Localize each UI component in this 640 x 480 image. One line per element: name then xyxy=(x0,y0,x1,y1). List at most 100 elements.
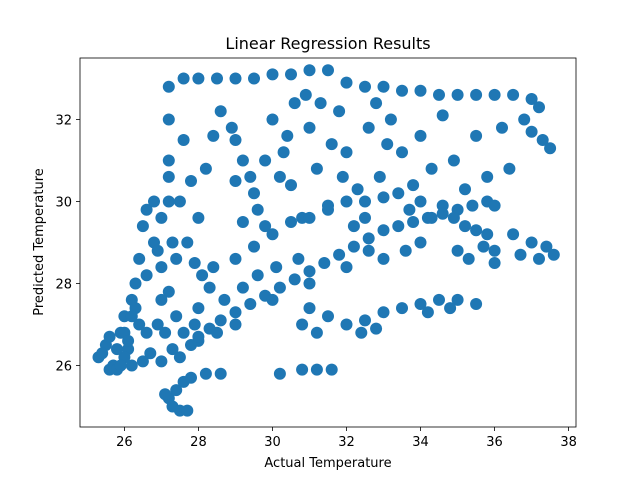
data-point xyxy=(525,236,538,249)
data-point xyxy=(351,183,364,196)
data-point xyxy=(377,252,390,265)
data-point xyxy=(248,240,260,253)
data-point xyxy=(259,220,272,233)
data-point xyxy=(303,265,316,278)
data-point xyxy=(340,318,353,331)
data-point xyxy=(170,252,183,265)
x-tick-label: 26 xyxy=(116,435,133,450)
data-point xyxy=(196,269,209,282)
data-point xyxy=(370,97,383,110)
data-point xyxy=(155,355,168,368)
data-point xyxy=(185,175,197,187)
data-point xyxy=(488,244,501,257)
data-point xyxy=(359,80,371,93)
data-point xyxy=(436,207,449,220)
data-point xyxy=(347,220,360,233)
data-point xyxy=(362,232,375,245)
data-point xyxy=(310,326,323,339)
data-point xyxy=(481,228,494,241)
data-point xyxy=(273,170,286,183)
data-point xyxy=(518,113,531,126)
data-point xyxy=(211,326,223,339)
data-point xyxy=(199,367,212,380)
data-point xyxy=(251,203,264,216)
data-point xyxy=(514,248,527,261)
data-point xyxy=(447,211,460,224)
data-point xyxy=(384,113,397,126)
y-tick-label: 30 xyxy=(55,196,72,211)
data-point xyxy=(303,64,316,77)
data-point xyxy=(525,93,538,105)
data-point xyxy=(347,240,360,253)
data-point xyxy=(414,236,427,249)
data-point xyxy=(273,367,286,380)
data-point xyxy=(199,162,212,175)
points-layer xyxy=(92,64,560,417)
data-point xyxy=(211,72,223,85)
data-point xyxy=(377,80,390,93)
data-point xyxy=(270,261,283,274)
data-point xyxy=(303,302,316,315)
data-point xyxy=(533,101,545,114)
data-point xyxy=(544,142,557,155)
data-point xyxy=(159,388,172,401)
data-point xyxy=(259,154,272,167)
data-point xyxy=(177,326,190,339)
data-point xyxy=(303,121,316,134)
data-point xyxy=(125,359,138,372)
data-point xyxy=(114,359,127,372)
data-point xyxy=(229,72,242,85)
data-point xyxy=(322,310,334,323)
data-point xyxy=(296,318,309,331)
data-point xyxy=(229,306,242,319)
data-point xyxy=(377,306,390,319)
data-point xyxy=(192,211,205,224)
data-point xyxy=(277,146,290,159)
x-axis-ticks: 26 28 30 32 34 36 38 xyxy=(116,427,577,450)
data-point xyxy=(399,244,412,257)
data-point xyxy=(140,326,153,339)
data-point xyxy=(166,236,179,249)
data-point xyxy=(144,347,157,360)
data-point xyxy=(188,318,201,331)
data-point xyxy=(507,228,520,241)
data-point xyxy=(288,273,301,286)
data-point xyxy=(229,318,242,331)
data-point xyxy=(314,97,327,110)
data-point xyxy=(266,113,279,126)
data-point xyxy=(203,281,216,294)
data-point xyxy=(392,220,405,233)
data-point xyxy=(540,240,553,253)
data-point xyxy=(188,257,201,269)
data-point xyxy=(181,236,194,249)
y-axis-label: Predicted Temperature xyxy=(32,168,47,316)
data-point xyxy=(151,318,164,331)
data-point xyxy=(229,252,242,265)
data-point xyxy=(340,76,353,89)
data-point xyxy=(392,187,405,200)
data-point xyxy=(414,129,427,142)
data-point xyxy=(155,261,168,274)
data-point xyxy=(459,220,471,233)
x-tick-label: 36 xyxy=(486,435,503,450)
data-point xyxy=(266,228,279,241)
data-point xyxy=(318,257,331,269)
data-point xyxy=(162,113,175,126)
data-point xyxy=(414,298,427,310)
data-point xyxy=(181,404,194,417)
data-point xyxy=(244,298,257,310)
data-point xyxy=(236,281,249,294)
data-point xyxy=(444,302,457,315)
data-point xyxy=(451,293,464,306)
data-point xyxy=(285,68,297,81)
data-point xyxy=(303,211,316,224)
x-tick-label: 30 xyxy=(264,435,281,450)
data-point xyxy=(136,220,149,233)
data-point xyxy=(136,355,149,368)
data-point xyxy=(451,88,464,101)
data-point xyxy=(362,244,375,257)
data-point xyxy=(488,88,501,101)
data-point xyxy=(407,179,420,192)
plot-area-frame xyxy=(79,57,577,428)
data-point xyxy=(310,162,323,175)
